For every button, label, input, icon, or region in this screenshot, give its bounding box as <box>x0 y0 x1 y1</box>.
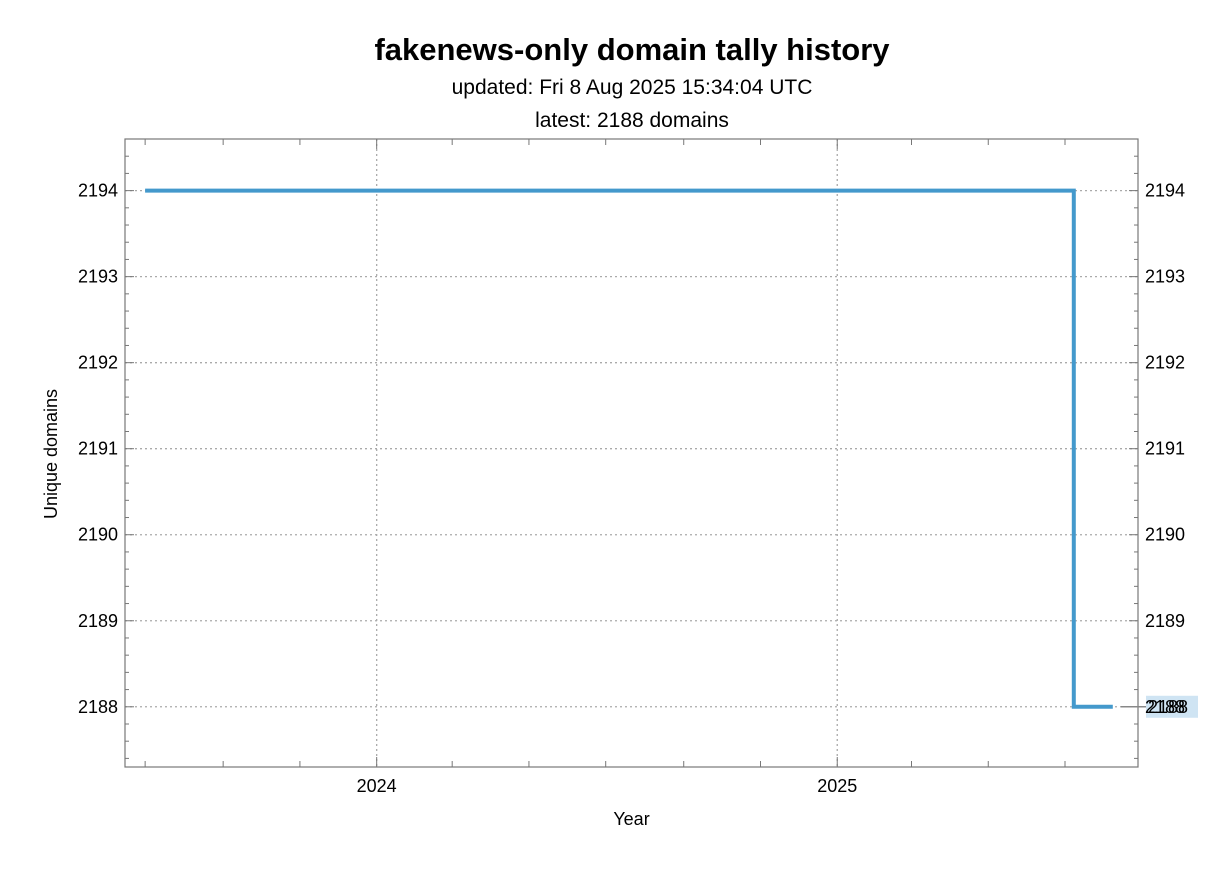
chart-subtitle-updated: updated: Fri 8 Aug 2025 15:34:04 UTC <box>451 76 813 99</box>
plot-frame <box>124 138 1139 768</box>
y-tick-label: 2191 <box>78 439 118 459</box>
chart-subtitle-latest: latest: 2188 domains <box>535 109 729 132</box>
y-tick-label-right: 2189 <box>1145 611 1185 631</box>
grid-layer <box>125 139 1138 767</box>
y-tick-label: 2193 <box>78 267 118 287</box>
y-tick-label-right: 2188 <box>1145 697 1185 717</box>
y-tick-label-right: 2193 <box>1145 267 1185 287</box>
end-label-box <box>1146 695 1198 718</box>
y-tick-label-right: 2192 <box>1145 353 1185 373</box>
chart-title: fakenews-only domain tally history <box>374 32 890 67</box>
y-tick-label-right: 2190 <box>1145 525 1185 545</box>
y-tick-label-right: 2194 <box>1145 181 1185 201</box>
y-tick-label: 2189 <box>78 611 118 631</box>
series-line <box>145 188 1113 709</box>
end-value-label: 2188 <box>1148 697 1188 717</box>
y-tick-label: 2188 <box>78 697 118 717</box>
labels-layer: 2188 2188 2189 2189 2190 2190 2191 2191 2192 2192… <box>78 181 1185 796</box>
x-axis-label: Year <box>613 809 649 829</box>
x-tick-label: 2024 <box>357 776 397 796</box>
series-layer: 2188 <box>145 188 1198 718</box>
y-tick-label: 2190 <box>78 525 118 545</box>
y-axis-label: Unique domains <box>41 389 61 519</box>
x-tick-label: 2025 <box>817 776 857 796</box>
y-tick-label: 2192 <box>78 353 118 373</box>
minor-ticks <box>125 138 1138 767</box>
y-tick-label: 2194 <box>78 181 118 201</box>
y-tick-label-right: 2191 <box>1145 439 1185 459</box>
